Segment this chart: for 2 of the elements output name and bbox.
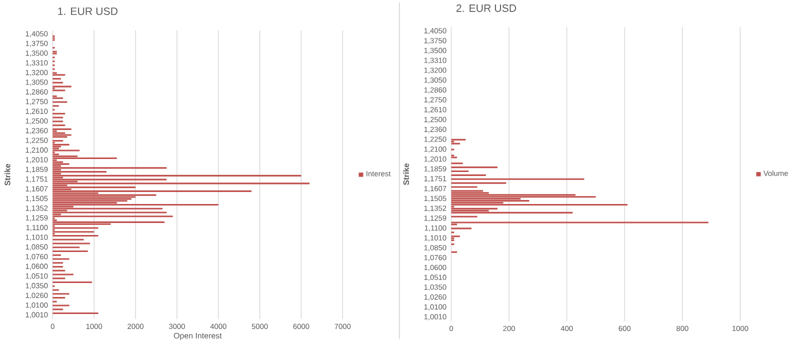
chart-title: 1. EUR USD: [58, 7, 118, 15]
chart-title: 2. EUR USD: [456, 4, 516, 12]
